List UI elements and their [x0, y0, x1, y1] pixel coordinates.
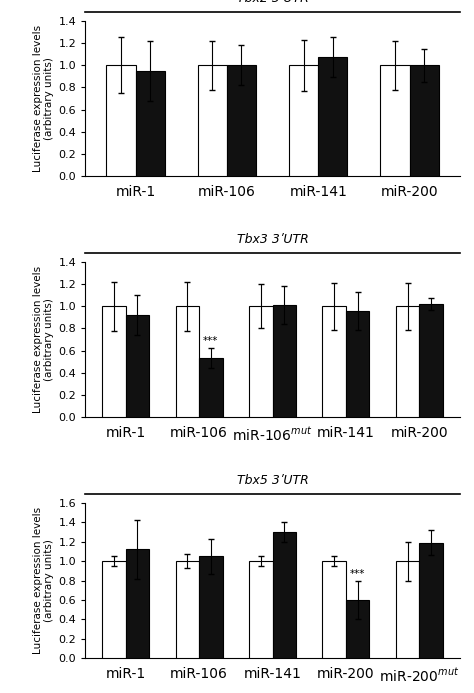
Y-axis label: Luciferase expression levels
(arbitrary units): Luciferase expression levels (arbitrary … [33, 25, 55, 172]
Bar [136, 71, 165, 176]
Bar [419, 543, 443, 658]
Bar [106, 65, 136, 176]
Bar [126, 315, 149, 417]
Bar [273, 532, 296, 658]
Bar [396, 561, 419, 658]
Y-axis label: Luciferase expression levels
(arbitrary units): Luciferase expression levels (arbitrary … [33, 507, 55, 654]
Bar [102, 306, 126, 417]
Bar [176, 561, 199, 658]
Bar [126, 550, 149, 658]
Text: ***: *** [203, 336, 219, 346]
Text: Tbx2 3ʹUTR: Tbx2 3ʹUTR [237, 0, 309, 6]
Text: ***: *** [350, 569, 365, 579]
Bar [227, 65, 256, 176]
Bar [410, 65, 439, 176]
Bar [322, 561, 346, 658]
Bar [289, 65, 318, 176]
Bar [419, 304, 443, 417]
Bar [249, 306, 273, 417]
Text: Tbx5 3ʹUTR: Tbx5 3ʹUTR [237, 474, 309, 487]
Bar [249, 561, 273, 658]
Bar [199, 358, 223, 417]
Bar [318, 58, 347, 176]
Bar [346, 600, 369, 658]
Bar [346, 310, 369, 417]
Bar [396, 306, 419, 417]
Bar [380, 65, 410, 176]
Bar [176, 306, 199, 417]
Bar [102, 561, 126, 658]
Bar [322, 306, 346, 417]
Bar [273, 305, 296, 417]
Text: Tbx3 3ʹUTR: Tbx3 3ʹUTR [237, 234, 309, 246]
Bar [198, 65, 227, 176]
Bar [199, 556, 223, 658]
Y-axis label: Luciferase expression levels
(arbitrary units): Luciferase expression levels (arbitrary … [33, 266, 55, 413]
